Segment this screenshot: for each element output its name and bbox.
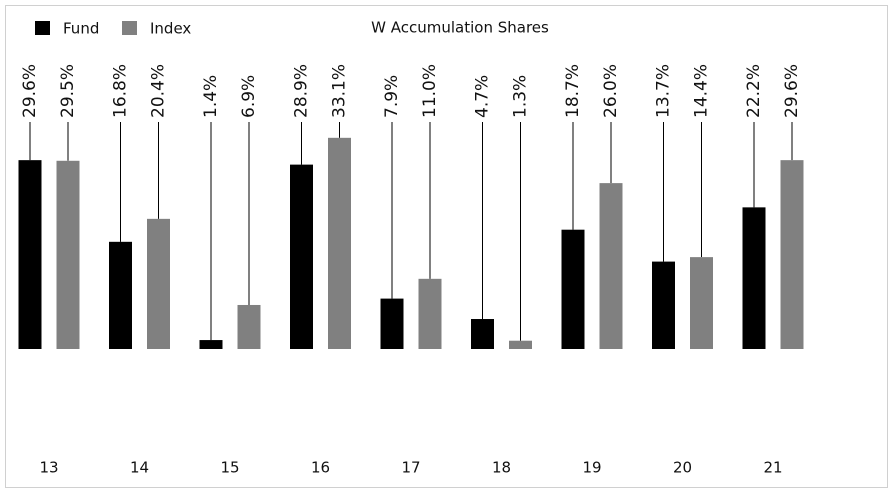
value-label: 11.0%	[420, 64, 440, 118]
x-tick-label: 13	[39, 459, 58, 477]
value-label: 26.0%	[601, 64, 621, 118]
value-label: 18.7%	[563, 64, 583, 118]
value-label: 29.6%	[20, 64, 40, 118]
bar	[509, 340, 532, 349]
value-label: 4.7%	[473, 75, 493, 118]
bar	[237, 304, 261, 349]
bar	[56, 160, 80, 349]
bar	[199, 340, 223, 349]
value-label: 1.3%	[511, 75, 531, 118]
value-label: 22.2%	[744, 64, 764, 118]
legend-swatch	[35, 21, 50, 35]
value-label: 16.8%	[111, 64, 131, 118]
legend-swatch	[122, 21, 137, 35]
legend-label: Fund	[63, 20, 99, 38]
bar	[471, 319, 494, 349]
value-label: 29.6%	[782, 64, 802, 118]
bar	[109, 241, 132, 349]
value-label: 20.4%	[149, 64, 169, 118]
value-label: 33.1%	[330, 64, 350, 118]
bar	[418, 278, 442, 349]
bar	[380, 298, 404, 349]
x-tick-label: 19	[582, 459, 601, 477]
x-tick-label: 21	[763, 459, 782, 477]
bar	[742, 207, 766, 349]
bar	[290, 164, 313, 349]
legend-label: Index	[150, 20, 191, 38]
value-label: 28.9%	[292, 64, 312, 118]
bar	[561, 229, 585, 349]
bar	[780, 160, 804, 349]
value-label: 1.4%	[201, 75, 221, 118]
bar	[599, 183, 623, 349]
chart-title: W Accumulation Shares	[371, 19, 549, 37]
value-label: 13.7%	[654, 64, 674, 118]
value-label: 29.5%	[58, 64, 78, 118]
value-label: 14.4%	[692, 64, 712, 118]
bar	[147, 218, 170, 349]
x-tick-label: 17	[401, 459, 420, 477]
x-tick-label: 14	[130, 459, 149, 477]
bar	[328, 137, 351, 349]
x-tick-label: 16	[311, 459, 330, 477]
value-label: 7.9%	[382, 75, 402, 118]
value-label: 6.9%	[239, 75, 259, 118]
x-tick-label: 20	[673, 459, 692, 477]
bar	[690, 257, 713, 349]
x-tick-label: 18	[492, 459, 511, 477]
x-tick-label: 15	[220, 459, 239, 477]
bar	[652, 261, 675, 349]
bar	[18, 160, 42, 349]
chart-border	[5, 5, 888, 488]
